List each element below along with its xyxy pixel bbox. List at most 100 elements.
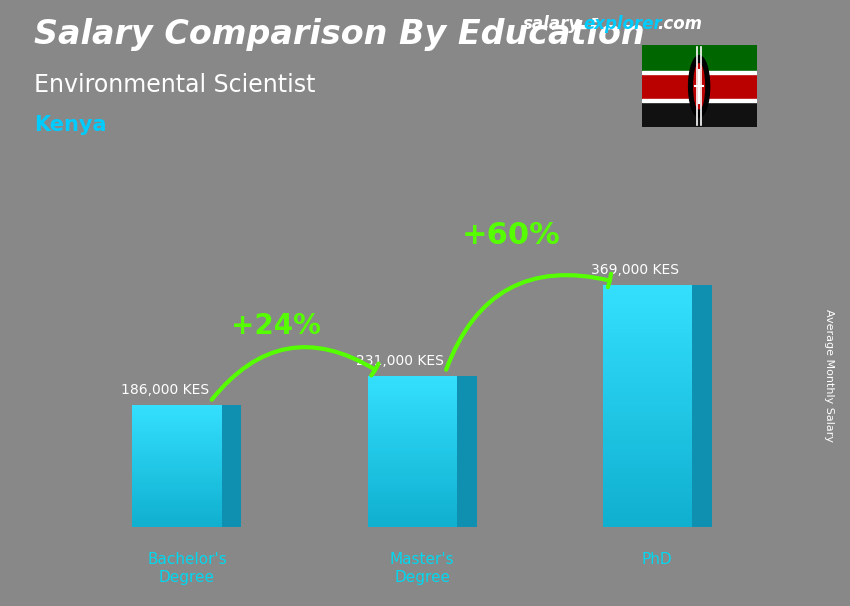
Bar bbox=[642, 99, 756, 102]
Polygon shape bbox=[133, 451, 222, 454]
Polygon shape bbox=[367, 521, 457, 524]
Polygon shape bbox=[603, 333, 692, 338]
Polygon shape bbox=[603, 513, 692, 518]
Polygon shape bbox=[367, 509, 457, 512]
Polygon shape bbox=[133, 422, 222, 425]
Polygon shape bbox=[133, 520, 222, 522]
Polygon shape bbox=[133, 488, 222, 491]
Polygon shape bbox=[603, 522, 692, 527]
Polygon shape bbox=[603, 343, 692, 348]
Polygon shape bbox=[603, 319, 692, 324]
Polygon shape bbox=[133, 510, 222, 513]
Polygon shape bbox=[603, 338, 692, 343]
Text: .com: .com bbox=[657, 15, 702, 33]
Polygon shape bbox=[367, 427, 457, 430]
Polygon shape bbox=[603, 314, 692, 319]
Polygon shape bbox=[367, 479, 457, 482]
Polygon shape bbox=[133, 518, 222, 520]
Polygon shape bbox=[367, 394, 457, 397]
Polygon shape bbox=[133, 485, 222, 488]
Polygon shape bbox=[133, 439, 222, 442]
Polygon shape bbox=[367, 512, 457, 515]
Text: PhD: PhD bbox=[642, 552, 672, 567]
Polygon shape bbox=[133, 427, 222, 430]
Polygon shape bbox=[367, 376, 457, 379]
Polygon shape bbox=[133, 444, 222, 447]
Polygon shape bbox=[133, 476, 222, 478]
Polygon shape bbox=[367, 461, 457, 464]
Text: 186,000 KES: 186,000 KES bbox=[121, 383, 209, 398]
Polygon shape bbox=[367, 436, 457, 439]
Polygon shape bbox=[603, 304, 692, 309]
Polygon shape bbox=[367, 448, 457, 451]
Polygon shape bbox=[603, 401, 692, 406]
Polygon shape bbox=[603, 299, 692, 304]
Polygon shape bbox=[367, 494, 457, 497]
Polygon shape bbox=[692, 285, 711, 527]
Polygon shape bbox=[603, 358, 692, 362]
Polygon shape bbox=[603, 362, 692, 367]
Polygon shape bbox=[603, 498, 692, 503]
Bar bbox=[642, 45, 756, 72]
Polygon shape bbox=[367, 470, 457, 473]
Polygon shape bbox=[222, 405, 241, 527]
Polygon shape bbox=[367, 379, 457, 382]
Polygon shape bbox=[603, 391, 692, 396]
Polygon shape bbox=[133, 513, 222, 515]
Polygon shape bbox=[603, 450, 692, 454]
Polygon shape bbox=[367, 467, 457, 470]
Polygon shape bbox=[367, 454, 457, 458]
Polygon shape bbox=[367, 491, 457, 494]
Polygon shape bbox=[603, 430, 692, 435]
Polygon shape bbox=[133, 491, 222, 493]
Polygon shape bbox=[133, 505, 222, 508]
Polygon shape bbox=[133, 483, 222, 485]
Polygon shape bbox=[133, 435, 222, 437]
Polygon shape bbox=[133, 430, 222, 432]
Polygon shape bbox=[603, 469, 692, 474]
Polygon shape bbox=[603, 508, 692, 513]
Polygon shape bbox=[367, 500, 457, 503]
Polygon shape bbox=[603, 435, 692, 440]
Polygon shape bbox=[367, 430, 457, 433]
Polygon shape bbox=[367, 506, 457, 509]
Polygon shape bbox=[133, 493, 222, 496]
Polygon shape bbox=[133, 405, 222, 408]
Polygon shape bbox=[603, 464, 692, 469]
Text: 231,000 KES: 231,000 KES bbox=[356, 354, 444, 368]
Polygon shape bbox=[603, 295, 692, 299]
Polygon shape bbox=[367, 476, 457, 479]
Polygon shape bbox=[367, 497, 457, 500]
Polygon shape bbox=[367, 409, 457, 412]
Ellipse shape bbox=[688, 56, 710, 117]
Polygon shape bbox=[603, 445, 692, 450]
Text: salary: salary bbox=[523, 15, 580, 33]
Text: explorer: explorer bbox=[583, 15, 662, 33]
Polygon shape bbox=[133, 468, 222, 471]
Bar bbox=[642, 71, 756, 74]
Polygon shape bbox=[367, 445, 457, 448]
Polygon shape bbox=[133, 496, 222, 498]
Polygon shape bbox=[133, 464, 222, 466]
Polygon shape bbox=[367, 433, 457, 436]
Polygon shape bbox=[603, 440, 692, 445]
Polygon shape bbox=[367, 421, 457, 424]
Polygon shape bbox=[367, 397, 457, 400]
Polygon shape bbox=[133, 425, 222, 427]
Polygon shape bbox=[603, 367, 692, 372]
Text: +24%: +24% bbox=[231, 312, 320, 340]
Polygon shape bbox=[133, 442, 222, 444]
Polygon shape bbox=[603, 328, 692, 333]
Polygon shape bbox=[133, 508, 222, 510]
Polygon shape bbox=[133, 503, 222, 505]
Polygon shape bbox=[367, 412, 457, 415]
Text: Environmental Scientist: Environmental Scientist bbox=[34, 73, 315, 97]
Polygon shape bbox=[367, 400, 457, 403]
Polygon shape bbox=[367, 418, 457, 421]
Polygon shape bbox=[367, 464, 457, 467]
Polygon shape bbox=[603, 421, 692, 425]
Polygon shape bbox=[133, 525, 222, 527]
Polygon shape bbox=[133, 498, 222, 501]
Text: +60%: +60% bbox=[462, 221, 560, 250]
Polygon shape bbox=[603, 285, 692, 290]
